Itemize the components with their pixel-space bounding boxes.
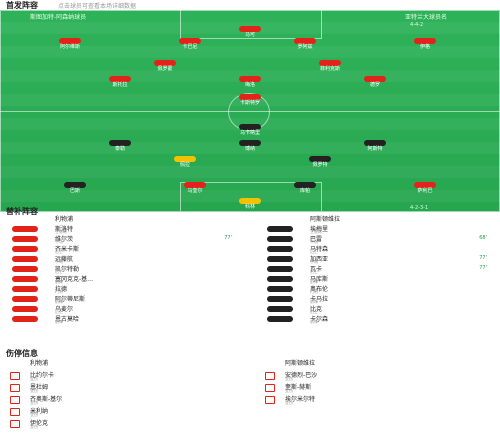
home-subs-list: 利物浦 斯洛特 主教练 维尔茨 中场 77' 齐米卡斯 后卫 远藤航 中场 凯尔特勒 后卫 … (0, 214, 240, 324)
injury-icon (10, 408, 20, 416)
list-item[interactable]: 巴雷 中场 68' (255, 234, 495, 244)
player-away[interactable]: 马奎尔 (170, 182, 220, 194)
list-item[interactable]: 维尔茨 中场 77' (0, 234, 240, 244)
list-item[interactable]: 埃梅里 主教练 (255, 224, 495, 234)
list-item: 利物浦 (55, 216, 74, 223)
player-home[interactable]: 德罗 (350, 76, 400, 88)
player-away[interactable]: 佩拉 (160, 156, 210, 168)
list-item: 阿斯顿维拉 (285, 360, 316, 367)
list-item[interactable]: 马特森 后卫 (255, 244, 495, 254)
list-item[interactable]: 伊伦克 受伤 (0, 418, 240, 430)
list-item[interactable]: 米利纳 受伤 (0, 406, 240, 418)
page-header: 首发阵容 点击球员可查看本场详细数据 (0, 0, 500, 10)
player-home[interactable]: 佩罗蒙 (140, 60, 190, 72)
list-item[interactable]: 埃尔米尔特 受伤 (255, 394, 495, 406)
section-title-lineup: 首发阵容 (6, 1, 38, 10)
player-away[interactable]: 乌卡纳里 (225, 124, 275, 136)
away-team-name: 亚特兰大球员名 (405, 14, 448, 21)
list-item[interactable]: 加西亚 中场 77' (255, 254, 495, 264)
list-item[interactable]: 拉德 门将 (0, 284, 240, 294)
player-home[interactable]: 梅洛 (225, 76, 275, 88)
lineup-hint: 点击球员可查看本场详细数据 (58, 3, 137, 10)
away-formation: 4-2-3-1 (410, 205, 429, 211)
injury-icon (265, 372, 275, 380)
home-formation: 4-4-2 (410, 22, 424, 28)
list-item: 利物浦 (30, 360, 49, 367)
player-away[interactable]: 阿斯特 (350, 140, 400, 152)
list-item[interactable]: 比克 后卫 (255, 304, 495, 314)
player-home[interactable]: 斯托拉 (95, 76, 145, 88)
player-home[interactable]: 菲利克斯 (305, 60, 355, 72)
list-item[interactable]: 比约尔卡 受伤 (0, 370, 240, 382)
player-away[interactable]: 泰勒 (95, 140, 145, 152)
player-home[interactable]: 卡巴尼 (165, 38, 215, 50)
home-team-name: 斯图加特-阿森纳球员 (30, 14, 87, 21)
list-item: 阿斯顿维拉 (310, 216, 341, 223)
away-injuries-list: 阿斯顿维拉 安德烈-巴沙 受伤 奎斯-赫斯 受伤 埃尔米尔特 受伤 (255, 358, 495, 406)
player-home[interactable]: 卡斯特罗 (225, 94, 275, 106)
list-item[interactable]: 齐米卡斯 后卫 (0, 244, 240, 254)
player-home[interactable]: 罗阿兹 (280, 38, 330, 50)
injury-icon (10, 420, 20, 428)
player-away[interactable]: 佩罗特 (295, 156, 345, 168)
list-item[interactable]: 奎斯-赫斯 受伤 (255, 382, 495, 394)
away-subs-list: 阿斯顿维拉 埃梅里 主教练 巴雷 中场 68' 马特森 后卫 加西亚 中场 77' 瓦卡 后卫… (255, 214, 495, 324)
list-item[interactable]: 瓦卡 后卫 77' (255, 264, 495, 274)
penalty-box-top (180, 10, 322, 39)
injury-icon (10, 372, 20, 380)
injury-icon (265, 396, 275, 404)
player-away-gk[interactable]: 科林 (225, 198, 275, 210)
player-away[interactable]: 博纳 (225, 140, 275, 152)
section-title-subs: 替补阵容 (6, 207, 38, 216)
list-item[interactable]: 阿尔蒂尼斯 前锋 (0, 294, 240, 304)
home-injuries-list: 利物浦 比约尔卡 受伤 恩杜姆 受伤 齐奥斯-基尔 受伤 米利纳 受伤 伊伦克 受伤 (0, 358, 240, 430)
player-away[interactable]: 巴斯 (50, 182, 100, 194)
penalty-box-bottom (180, 182, 322, 211)
list-item[interactable]: 斯洛特 主教练 (0, 224, 240, 234)
list-item[interactable]: 齐奥斯-基尔 受伤 (0, 394, 240, 406)
list-item[interactable]: 马库斯 前锋 (255, 274, 495, 284)
section-title-injuries: 伤停信息 (6, 349, 38, 358)
list-item[interactable]: 远藤航 中场 (0, 254, 240, 264)
list-item[interactable]: 卡尔森 前锋 (255, 314, 495, 324)
player-away[interactable]: 萨利巴 (400, 182, 450, 194)
player-home[interactable]: 伊格 (400, 38, 450, 50)
list-item[interactable]: 凯尔特勒 后卫 (0, 264, 240, 274)
player-home[interactable]: 阿尔维斯 (45, 38, 95, 50)
list-item[interactable]: 卡马拉 前锋 (255, 294, 495, 304)
injury-icon (10, 384, 20, 392)
player-home-gk[interactable]: 马可 (225, 26, 275, 38)
list-item[interactable]: 恩古莫哈 前锋 (0, 314, 240, 324)
list-item[interactable]: 乌麦尔 后卫 (0, 304, 240, 314)
injury-icon (265, 384, 275, 392)
center-circle (228, 93, 270, 131)
player-away[interactable]: 库帕 (280, 182, 330, 194)
injury-icon (10, 396, 20, 404)
pitch: 斯图加特-阿森纳球员 亚特兰大球员名 4-4-2 4-2-3-1 马可 阿尔维斯… (0, 10, 500, 212)
list-item[interactable]: 奥布伦 门将 (255, 284, 495, 294)
list-item[interactable]: 塞冈克克-基… 前锋 (0, 274, 240, 284)
list-item[interactable]: 安德烈-巴沙 受伤 (255, 370, 495, 382)
list-item[interactable]: 恩杜姆 受伤 (0, 382, 240, 394)
